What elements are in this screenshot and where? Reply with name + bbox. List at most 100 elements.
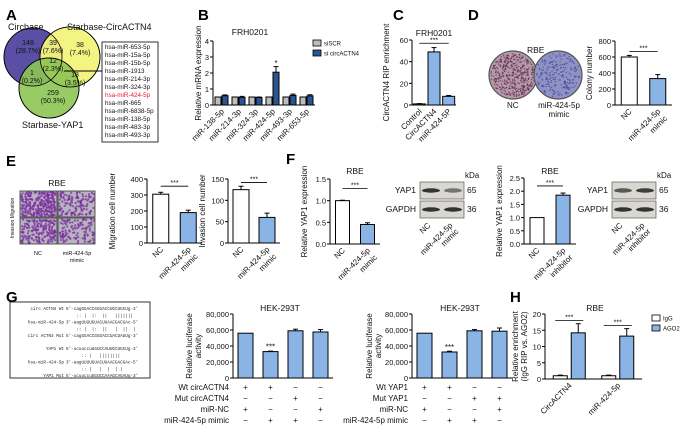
bar: [238, 96, 246, 106]
bar: [179, 212, 197, 244]
y-tick-label: 80,000: [206, 310, 229, 319]
sequence-text: :: | | | | |: [66, 367, 123, 372]
colony-label-nc: NC: [507, 101, 519, 110]
legend-swatch: [312, 49, 322, 57]
y-axis-label: Relative YAP1 expression: [495, 165, 504, 257]
sequence-label: hsa-miR-424-5p: [28, 361, 65, 366]
condition-value: +: [422, 383, 427, 392]
x-tick-label: NC: [332, 246, 347, 261]
y-tick-label: 2.5: [510, 174, 520, 183]
mirna-list-item: hsa-miR-6838-5p: [105, 108, 154, 115]
y-tick-label: 2: [205, 69, 209, 78]
venn-region-count: 259: [47, 90, 59, 97]
venn-region-count: 148: [22, 40, 34, 47]
transwell-label-nc: NC: [34, 251, 42, 257]
significance-marker: ***: [170, 180, 178, 187]
y-tick-label: 0: [607, 101, 611, 110]
sequence-text: 5'-cagGGACCGGGACCUGCUGCUg-3': [66, 307, 138, 312]
condition-value: −: [318, 416, 323, 425]
sequence-text: :: | ||||||||: [66, 354, 120, 359]
blot-kda-value: 65: [659, 185, 669, 195]
condition-value: −: [318, 394, 323, 403]
blot-band: [444, 207, 462, 212]
condition-value: +: [447, 383, 452, 392]
sequence-text: 5'-cagGGACCGGGACCUACUAUUg-3': [66, 334, 138, 339]
bar: [231, 96, 239, 106]
y-tick-label: 0.5: [510, 227, 520, 236]
sequence-text: 5'-ucuuccuUGUCCAAAGCAGAUg-3': [66, 374, 138, 379]
condition-value: −: [243, 416, 248, 425]
x-tick-label: CircACTN4: [539, 381, 574, 416]
mirna-list-item: hsa-miR-483-3p: [105, 124, 151, 131]
bar: [272, 71, 280, 106]
venn-set-label: Starbase-CircACTN4: [67, 22, 152, 32]
y-axis-label: Relative YAP1 expression: [300, 166, 309, 258]
condition-value: −: [472, 405, 477, 414]
condition-label: miR-424-5p mimic: [164, 416, 229, 425]
chart-G1: 0 20,000 40,000 60,000 80,000 Relative lucife…: [164, 303, 333, 425]
condition-value: −: [268, 405, 273, 414]
bar: [312, 331, 329, 379]
y-tick-label: 0.0: [316, 240, 326, 249]
condition-label: Mut circACTN4: [175, 394, 230, 403]
chart-title: RBE: [346, 166, 364, 176]
y-tick-label: 5: [537, 359, 541, 368]
venn-region-percent: (7.4%): [70, 50, 91, 57]
y-tick-label: 15: [533, 326, 541, 335]
venn-set-label: Circbase: [8, 22, 44, 32]
panel-label-D: D: [468, 7, 479, 24]
y-axis-label: Relative enrichment: [511, 310, 520, 381]
bar: [221, 95, 229, 106]
transwell-row-label: Invasion Migration: [10, 197, 16, 238]
x-tick-label: NC: [527, 246, 542, 261]
condition-value: +: [472, 416, 477, 425]
condition-value: +: [422, 405, 427, 414]
venn-region-count: 18: [71, 72, 79, 79]
chart-title: HEK-293T: [440, 303, 480, 313]
venn-outline: [3, 27, 63, 87]
bar: [466, 330, 483, 379]
y-tick-label: 80,000: [385, 310, 408, 319]
y-axis-label: (IgG RIP vs. AGO2): [520, 311, 529, 381]
sequence-text: :: | |: || | || |: [66, 327, 136, 332]
bar: [416, 332, 433, 379]
chart-title: FRH0201: [416, 28, 453, 38]
bar: [289, 94, 297, 106]
y-axis-label: Invasion cell number: [198, 174, 207, 248]
chart-H: 0 5 10 15 20 CircACTN4 miR-424-5p Relative enri…: [511, 303, 680, 417]
y-tick-label: 0: [220, 239, 224, 248]
venn-region-percent: (7.6%): [43, 48, 64, 55]
condition-value: +: [293, 416, 298, 425]
y-tick-label: 60,000: [385, 326, 408, 335]
blot-kda-label: kDa: [657, 171, 672, 180]
condition-value: +: [318, 405, 323, 414]
x-tick-label: miR-424-5p: [586, 381, 622, 417]
condition-value: −: [243, 394, 248, 403]
blot-lane-label: NC: [418, 221, 433, 236]
sequence-label: YAP1 Mut: [43, 374, 64, 379]
y-tick-label: 0: [225, 374, 229, 383]
legend-swatch: [651, 314, 661, 322]
venn-region-count: 38: [76, 42, 84, 49]
y-tick-label: 2.0: [510, 187, 520, 196]
y-tick-label: 100: [211, 196, 224, 205]
y-tick-label: 20,000: [385, 358, 408, 367]
venn-outline: [18, 57, 80, 119]
legend-swatch: [312, 39, 322, 47]
bar: [620, 56, 638, 106]
y-tick-label: 200: [130, 207, 143, 216]
blot-band: [422, 207, 440, 212]
blot-kda-value: 36: [467, 204, 477, 214]
condition-label: miR-424-5p mimic: [343, 416, 408, 425]
y-tick-label: 60,000: [206, 326, 229, 335]
venn-region-percent: (50.3%): [41, 98, 66, 105]
bar: [262, 351, 279, 379]
x-tick-label: NC: [151, 245, 166, 260]
mirna-list-item: hsa-miR-214-3p: [105, 76, 151, 83]
blot-kda-label: kDa: [465, 171, 480, 180]
legend-label: si circACTN4: [324, 52, 360, 58]
bar: [442, 95, 456, 106]
